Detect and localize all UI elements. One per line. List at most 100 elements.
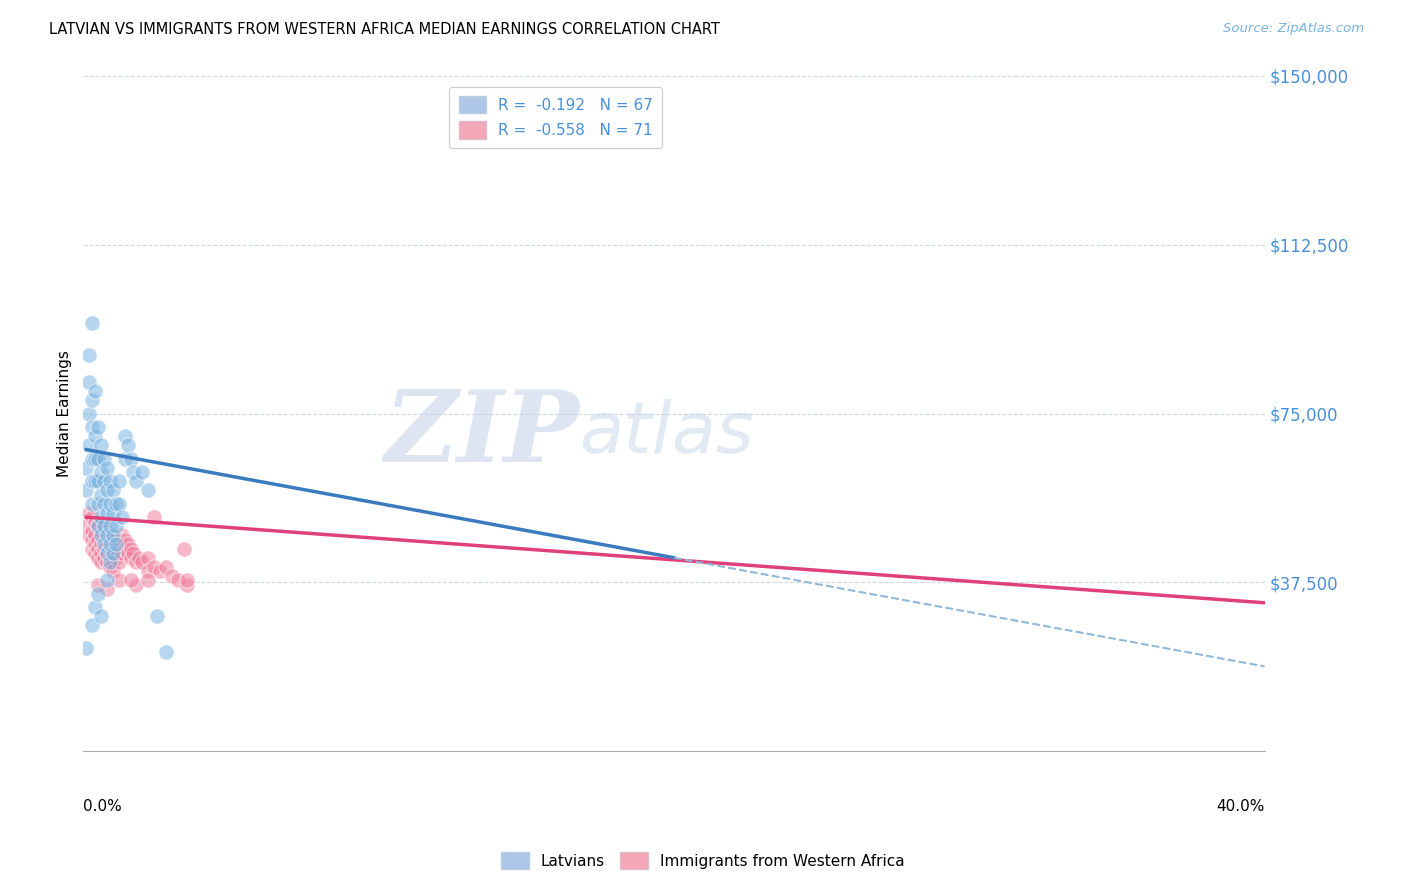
Point [87, 578, 110, 592]
Point [125, 474, 148, 488]
Point [101, 537, 124, 551]
Point [173, 541, 195, 556]
Point [90, 438, 112, 452]
Point [77, 348, 100, 362]
Point [84, 537, 107, 551]
Point [87, 550, 110, 565]
Point [98, 541, 121, 556]
Point [90, 524, 112, 538]
Point [114, 451, 136, 466]
Point [84, 384, 107, 398]
Point [98, 497, 121, 511]
Point [84, 515, 107, 529]
Point [136, 550, 159, 565]
Text: 0.0%: 0.0% [83, 799, 122, 814]
Point [117, 438, 139, 452]
Text: ZIP: ZIP [384, 385, 579, 482]
Point [96, 537, 118, 551]
Point [87, 474, 110, 488]
Point [98, 537, 121, 551]
Point [101, 564, 124, 578]
Point [96, 528, 118, 542]
Y-axis label: Median Earnings: Median Earnings [58, 350, 72, 477]
Point [117, 537, 139, 551]
Point [166, 573, 188, 587]
Point [149, 564, 172, 578]
Point [87, 533, 110, 547]
Text: 40.0%: 40.0% [1216, 799, 1264, 814]
Point [93, 519, 115, 533]
Point [114, 541, 136, 556]
Point [84, 528, 107, 542]
Point [84, 429, 107, 443]
Point [120, 541, 142, 556]
Point [131, 555, 153, 569]
Point [93, 550, 115, 565]
Point [125, 555, 148, 569]
Point [93, 537, 115, 551]
Point [107, 474, 129, 488]
Point [98, 533, 121, 547]
Point [84, 474, 107, 488]
Point [90, 537, 112, 551]
Point [96, 546, 118, 560]
Point [143, 559, 166, 574]
Point [75, 519, 97, 533]
Point [96, 460, 118, 475]
Point [93, 451, 115, 466]
Point [75, 483, 97, 497]
Point [90, 609, 112, 624]
Point [90, 488, 112, 502]
Point [120, 573, 142, 587]
Legend: Latvians, Immigrants from Western Africa: Latvians, Immigrants from Western Africa [495, 846, 911, 875]
Legend: R =  -0.192   N = 67, R =  -0.558   N = 71: R = -0.192 N = 67, R = -0.558 N = 71 [450, 87, 662, 148]
Point [107, 555, 129, 569]
Point [82, 420, 104, 434]
Point [77, 438, 100, 452]
Point [75, 460, 97, 475]
Point [122, 546, 145, 560]
Point [160, 568, 183, 582]
Point [107, 573, 129, 587]
Point [104, 497, 127, 511]
Point [107, 497, 129, 511]
Point [82, 618, 104, 632]
Point [82, 451, 104, 466]
Point [117, 546, 139, 560]
Point [101, 506, 124, 520]
Point [120, 550, 142, 565]
Point [82, 392, 104, 407]
Point [111, 546, 134, 560]
Point [104, 541, 127, 556]
Point [143, 510, 166, 524]
Point [84, 546, 107, 560]
Point [101, 546, 124, 560]
Point [136, 564, 159, 578]
Point [114, 429, 136, 443]
Point [104, 533, 127, 547]
Point [128, 550, 150, 565]
Point [82, 317, 104, 331]
Point [125, 578, 148, 592]
Point [98, 519, 121, 533]
Point [111, 528, 134, 542]
Point [104, 537, 127, 551]
Point [93, 497, 115, 511]
Point [111, 537, 134, 551]
Point [82, 497, 104, 511]
Point [77, 407, 100, 421]
Point [77, 506, 100, 520]
Point [98, 555, 121, 569]
Point [77, 375, 100, 389]
Point [93, 533, 115, 547]
Point [87, 587, 110, 601]
Point [155, 559, 177, 574]
Point [176, 578, 198, 592]
Point [101, 528, 124, 542]
Point [90, 510, 112, 524]
Point [77, 528, 100, 542]
Point [90, 546, 112, 560]
Point [107, 537, 129, 551]
Point [87, 420, 110, 434]
Point [104, 519, 127, 533]
